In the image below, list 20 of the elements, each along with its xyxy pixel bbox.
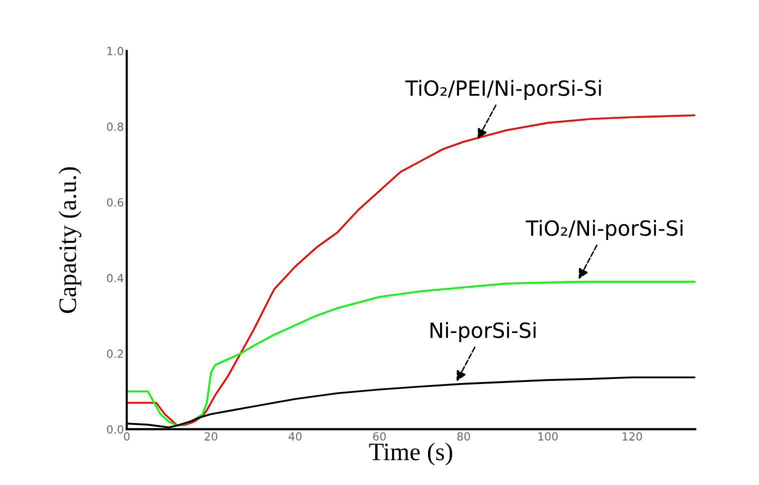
- line-series: [126, 280, 696, 426]
- y-tick-label: 0.2: [107, 350, 123, 358]
- y-tick-label: 0.8: [107, 122, 124, 131]
- x-tick-label: 20: [204, 432, 218, 441]
- annotation: TiO₂/PEI/Ni-porSi-Si: [405, 80, 601, 100]
- line-series: [126, 114, 696, 426]
- x-tick-label: 60: [373, 432, 386, 441]
- x-tick-label: 40: [288, 432, 302, 441]
- y-tick-label: 1.0: [108, 46, 124, 56]
- y-tick-label: 0.4: [107, 274, 124, 282]
- x-tick-label: 0: [124, 432, 130, 441]
- x-tick-label: 120: [622, 432, 642, 441]
- annotation: Ni-porSi-Si: [430, 322, 536, 342]
- annotation: TiO₂/Ni-porSi-Si: [526, 220, 682, 240]
- y-axis-title: Capacity (a.u.): [58, 167, 82, 313]
- y-tick-label: 0.0: [107, 425, 124, 434]
- y-tick-label: 0.6: [107, 198, 124, 207]
- x-axis-title: Time (s): [369, 442, 452, 466]
- x-tick-label: 100: [538, 432, 558, 441]
- x-tick-label: 80: [457, 432, 470, 441]
